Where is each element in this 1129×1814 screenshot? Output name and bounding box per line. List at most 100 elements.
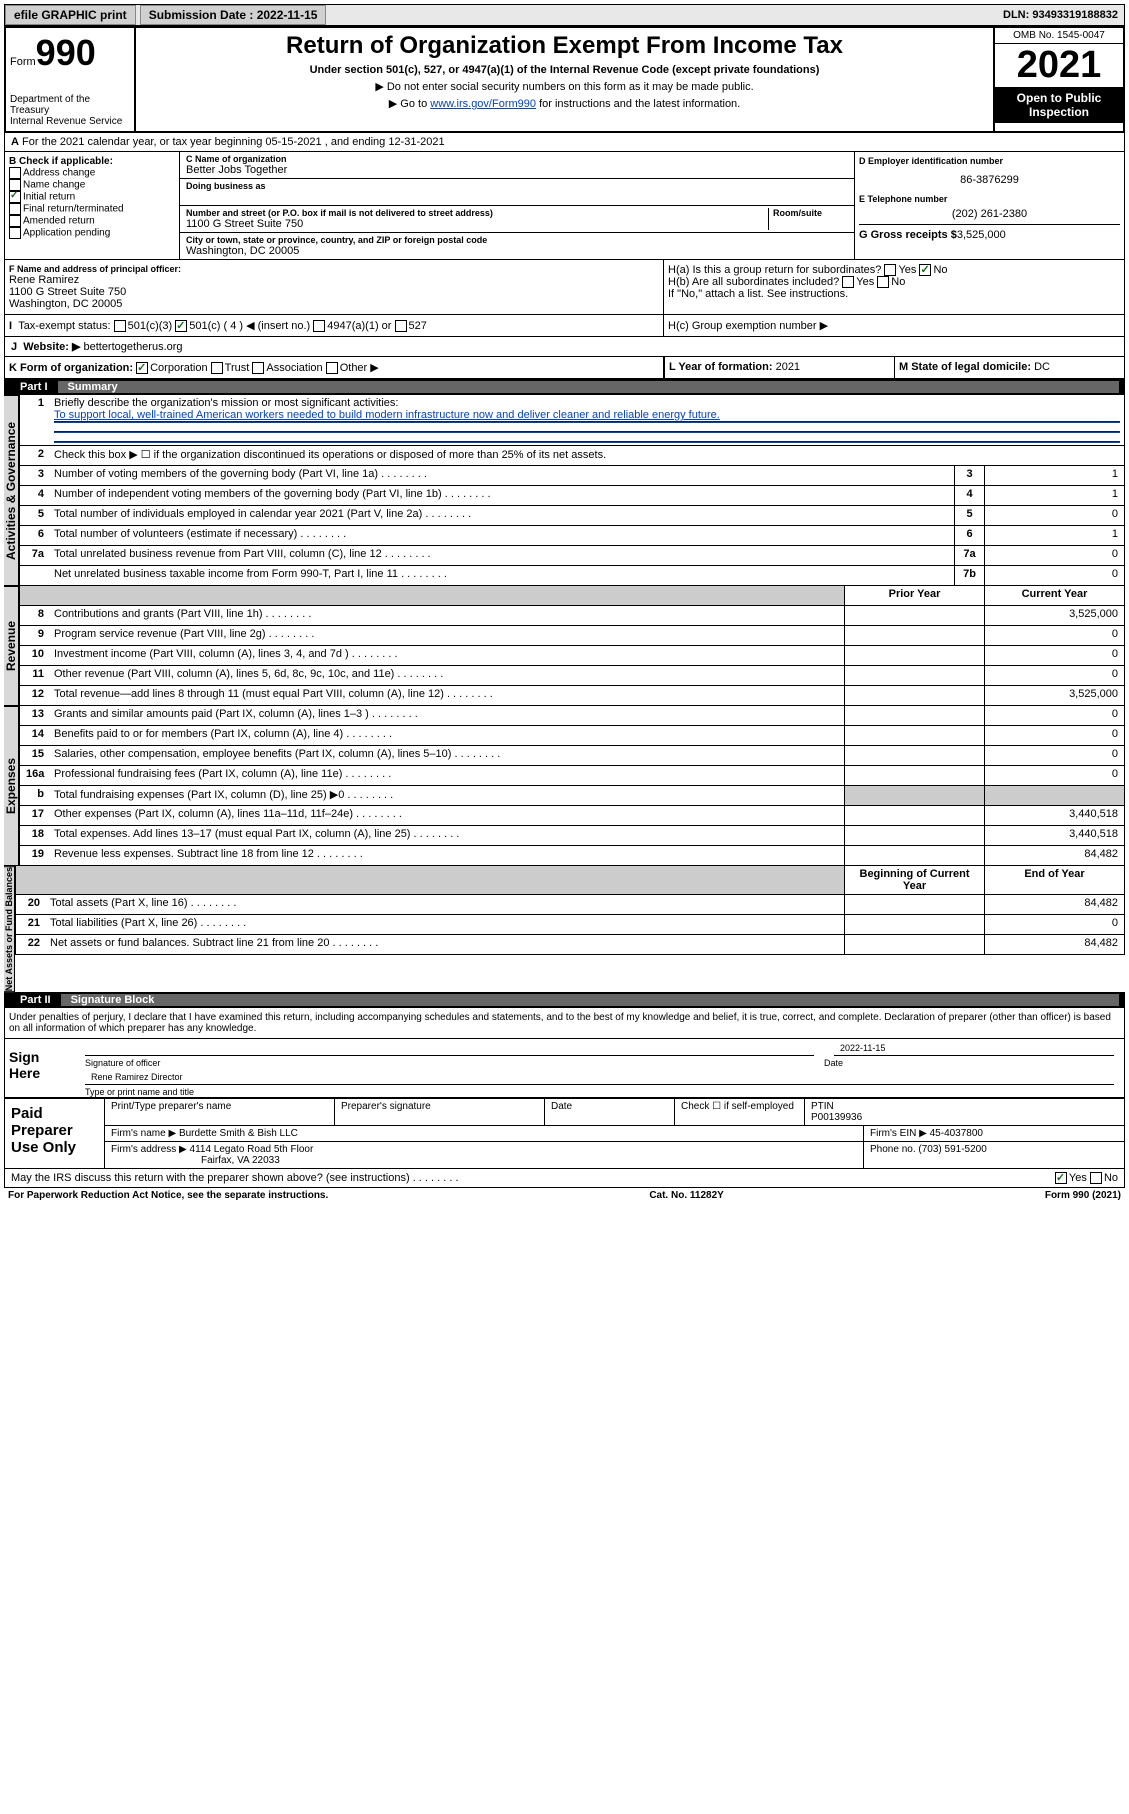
curr-year-hdr: Current Year xyxy=(984,586,1124,605)
chk-501c3[interactable] xyxy=(114,320,126,332)
chk-4947[interactable] xyxy=(313,320,325,332)
data-line: 22Net assets or fund balances. Subtract … xyxy=(15,935,1125,955)
footer-mid: Cat. No. 11282Y xyxy=(649,1190,723,1201)
expenses-label: Expenses xyxy=(4,706,19,866)
footer-right: Form 990 (2021) xyxy=(1045,1190,1121,1201)
chk-corp[interactable] xyxy=(136,362,148,374)
discuss-yes[interactable] xyxy=(1055,1172,1067,1184)
chk-501c[interactable] xyxy=(175,320,187,332)
form-number: 990 xyxy=(36,32,96,73)
section-k: K Form of organization: Corporation Trus… xyxy=(5,357,664,378)
data-line: 13Grants and similar amounts paid (Part … xyxy=(19,706,1125,726)
dba-label: Doing business as xyxy=(186,181,848,191)
phone-value: (202) 261-2380 xyxy=(859,208,1120,220)
part1-header: Part ISummary xyxy=(4,379,1125,395)
mission-text: To support local, well-trained American … xyxy=(54,409,720,421)
date-label: Date xyxy=(824,1058,1124,1068)
submission-date: Submission Date : 2022-11-15 xyxy=(140,5,327,25)
discuss-row: May the IRS discuss this return with the… xyxy=(4,1169,1125,1188)
website-url: bettertogetherus.org xyxy=(83,341,182,353)
activities-label: Activities & Governance xyxy=(4,395,19,586)
end-year-hdr: End of Year xyxy=(984,866,1124,894)
inspection-badge: Open to Public Inspection xyxy=(995,87,1123,123)
line-a: A For the 2021 calendar year, or tax yea… xyxy=(4,133,1125,152)
chk-initial[interactable] xyxy=(9,191,21,203)
section-l: L Year of formation: 2021 xyxy=(664,357,894,378)
org-address: 1100 G Street Suite 750 xyxy=(186,218,768,230)
firm-phone-row: Phone no. (703) 591-5200 xyxy=(864,1142,1124,1168)
c-name-label: C Name of organization xyxy=(186,154,848,164)
ha-question: H(a) Is this a group return for subordin… xyxy=(668,264,1120,276)
section-m: M State of legal domicile: DC xyxy=(894,357,1124,378)
data-line: 8Contributions and grants (Part VIII, li… xyxy=(19,606,1125,626)
prep-sig-hdr: Preparer's signature xyxy=(335,1099,545,1125)
l1-desc: Briefly describe the organization's miss… xyxy=(50,395,1124,445)
city-label: City or town, state or province, country… xyxy=(186,235,848,245)
section-b: B Check if applicable: Address change Na… xyxy=(5,152,180,259)
firm-ein-row: Firm's EIN ▶ 45-4037800 xyxy=(864,1126,1124,1141)
data-line: 17Other expenses (Part IX, column (A), l… xyxy=(19,806,1125,826)
self-emp-label: Check ☐ if self-employed xyxy=(675,1099,805,1125)
revenue-label: Revenue xyxy=(4,586,19,706)
footer-left: For Paperwork Reduction Act Notice, see … xyxy=(8,1190,328,1201)
hb-yes[interactable] xyxy=(842,276,854,288)
summary-line: 6Total number of volunteers (estimate if… xyxy=(19,526,1125,546)
form-title: Return of Organization Exempt From Incom… xyxy=(140,32,989,60)
summary-line: 4Number of independent voting members of… xyxy=(19,486,1125,506)
type-name-label: Type or print name and title xyxy=(75,1087,1124,1097)
chk-amended[interactable] xyxy=(9,215,21,227)
irs-link[interactable]: www.irs.gov/Form990 xyxy=(430,98,536,110)
data-line: 20Total assets (Part X, line 16)84,482 xyxy=(15,895,1125,915)
data-line: 15Salaries, other compensation, employee… xyxy=(19,746,1125,766)
data-line: 18Total expenses. Add lines 13–17 (must … xyxy=(19,826,1125,846)
g-receipts-label: G Gross receipts $ xyxy=(859,229,957,241)
chk-trust[interactable] xyxy=(211,362,223,374)
firm-name-row: Firm's name ▶ Burdette Smith & Bish LLC xyxy=(105,1126,864,1141)
officer-addr2: Washington, DC 20005 xyxy=(9,298,659,310)
data-line: 11Other revenue (Part VIII, column (A), … xyxy=(19,666,1125,686)
form-note2: ▶ Go to www.irs.gov/Form990 for instruct… xyxy=(140,97,989,110)
form-note1: ▶ Do not enter social security numbers o… xyxy=(140,80,989,93)
summary-line: 3Number of voting members of the governi… xyxy=(19,466,1125,486)
data-line: bTotal fundraising expenses (Part IX, co… xyxy=(19,786,1125,806)
chk-final[interactable] xyxy=(9,203,21,215)
hb-note: If "No," attach a list. See instructions… xyxy=(668,288,1120,300)
efile-button[interactable]: efile GRAPHIC print xyxy=(5,5,136,25)
chk-527[interactable] xyxy=(395,320,407,332)
part2-header: Part IISignature Block xyxy=(4,992,1125,1008)
section-j: J Website: ▶ bettertogetherus.org xyxy=(4,337,1125,357)
chk-other[interactable] xyxy=(326,362,338,374)
data-line: 12Total revenue—add lines 8 through 11 (… xyxy=(19,686,1125,706)
e-phone-label: E Telephone number xyxy=(859,194,1120,204)
summary-line: 7aTotal unrelated business revenue from … xyxy=(19,546,1125,566)
ha-no[interactable] xyxy=(919,264,931,276)
hc-row: H(c) Group exemption number ▶ xyxy=(664,315,1124,336)
d-ein-label: D Employer identification number xyxy=(859,156,1120,166)
data-line: 14Benefits paid to or for members (Part … xyxy=(19,726,1125,746)
form-header: Form990 Department of the Treasury Inter… xyxy=(4,26,1125,133)
chk-assoc[interactable] xyxy=(252,362,264,374)
sign-here-label: Sign Here xyxy=(5,1039,75,1097)
data-line: 19Revenue less expenses. Subtract line 1… xyxy=(19,846,1125,866)
data-line: 21Total liabilities (Part X, line 26)0 xyxy=(15,915,1125,935)
netassets-label: Net Assets or Fund Balances xyxy=(4,866,15,992)
summary-line: Net unrelated business taxable income fr… xyxy=(19,566,1125,586)
hb-no[interactable] xyxy=(877,276,889,288)
paid-preparer-label: Paid Preparer Use Only xyxy=(5,1099,105,1168)
ha-yes[interactable] xyxy=(884,264,896,276)
officer-name: Rene Ramirez xyxy=(9,274,659,286)
omb-number: OMB No. 1545-0047 xyxy=(995,28,1123,44)
officer-addr1: 1100 G Street Suite 750 xyxy=(9,286,659,298)
dln-label: DLN: 93493319188832 xyxy=(997,7,1124,23)
form-label: Form xyxy=(10,56,36,68)
discuss-no[interactable] xyxy=(1090,1172,1102,1184)
tax-year: 2021 xyxy=(995,44,1123,87)
org-city: Washington, DC 20005 xyxy=(186,245,848,257)
top-toolbar: efile GRAPHIC print Submission Date : 20… xyxy=(4,4,1125,26)
dept-label: Department of the Treasury Internal Reve… xyxy=(10,94,130,127)
prior-year-hdr: Prior Year xyxy=(844,586,984,605)
chk-address[interactable] xyxy=(9,167,21,179)
sig-officer-label: Signature of officer xyxy=(75,1058,824,1068)
chk-application[interactable] xyxy=(9,227,21,239)
addr-label: Number and street (or P.O. box if mail i… xyxy=(186,208,768,218)
